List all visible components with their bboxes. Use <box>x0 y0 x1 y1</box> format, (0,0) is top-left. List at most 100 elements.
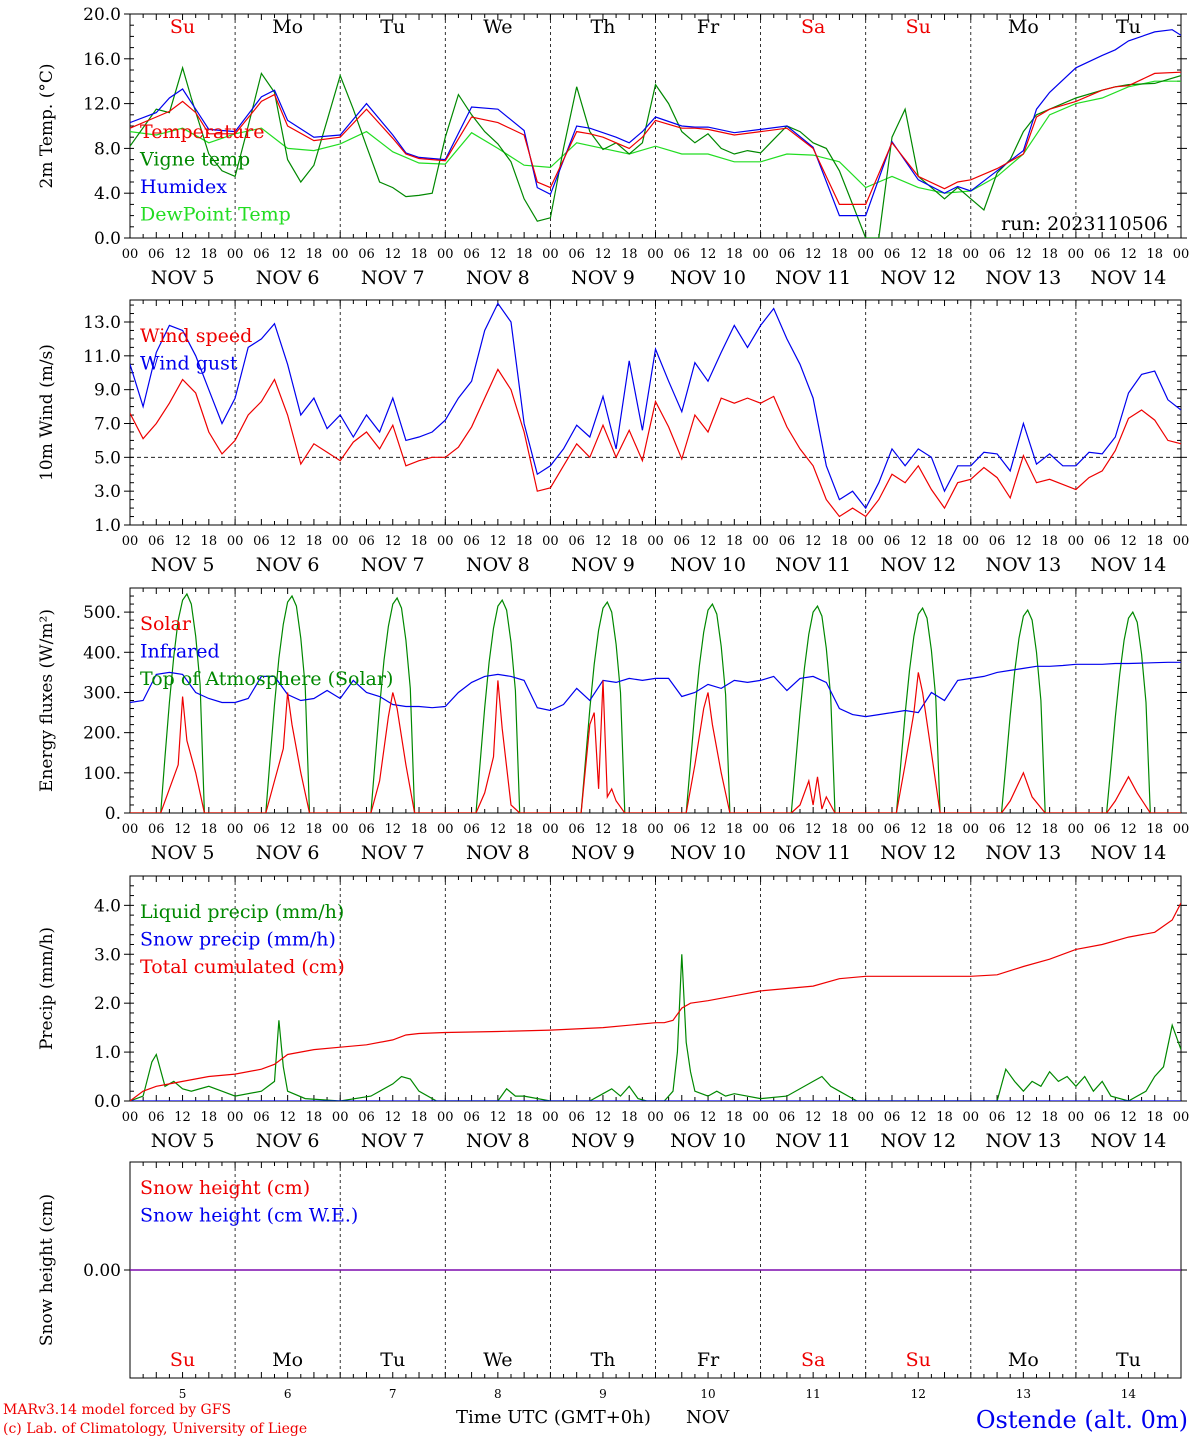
hour-label: 00 <box>752 534 769 549</box>
hour-label: 00 <box>963 1110 980 1125</box>
hour-label: 18 <box>726 822 743 837</box>
date-label: NOV 6 <box>256 267 320 289</box>
hour-label: 06 <box>148 1110 165 1125</box>
hour-label: 12 <box>805 822 822 837</box>
panel-temperature: 0.0 4.0 8.0 12.0 16.0 20.0 2m Temp. (°C) Temper… <box>37 5 1189 289</box>
y-tick-label: 13.0 <box>83 313 121 333</box>
hour-label: 00 <box>542 247 559 262</box>
hour-label: 12 <box>384 534 401 549</box>
weekday-label: We <box>483 1349 512 1371</box>
weekday-label: Mo <box>1008 1349 1039 1371</box>
hour-label: 18 <box>411 1110 428 1125</box>
y-tick-label: 4.0 <box>94 184 121 204</box>
legend-entry: Temperature <box>140 121 264 143</box>
y-tick-label: 0.0 <box>94 229 121 249</box>
hour-label: 00 <box>1173 822 1190 837</box>
hour-label: 18 <box>411 247 428 262</box>
date-label: NOV 6 <box>256 554 320 576</box>
date-label: NOV 10 <box>670 1130 746 1152</box>
hour-label: 06 <box>779 822 796 837</box>
hour-label: 06 <box>1094 534 1111 549</box>
hour-label: 00 <box>542 534 559 549</box>
hour-label: 18 <box>621 534 638 549</box>
hour-label: 00 <box>227 822 244 837</box>
day-number-label: 12 <box>911 1387 926 1401</box>
series-top-of-atmosphere-solar <box>130 592 1181 813</box>
weekday-label: Tu <box>1116 1349 1141 1371</box>
hour-label: 06 <box>1094 1110 1111 1125</box>
y-tick-label: 5.0 <box>94 448 121 468</box>
hour-label: 00 <box>437 1110 454 1125</box>
hour-label: 00 <box>122 534 139 549</box>
hour-label: 06 <box>568 247 585 262</box>
hour-label: 18 <box>411 534 428 549</box>
legend-entry: Total cumulated (cm) <box>140 956 345 978</box>
date-label: NOV 8 <box>466 267 530 289</box>
date-label: NOV 13 <box>985 267 1061 289</box>
legend-entry: DewPoint Temp <box>140 204 291 226</box>
y-tick-label: 400. <box>83 643 121 663</box>
y-axis-title: 2m Temp. (°C) <box>37 63 57 188</box>
date-label: NOV 10 <box>670 842 746 864</box>
hour-label: 18 <box>831 534 848 549</box>
hour-label: 06 <box>148 534 165 549</box>
y-tick-label: 3.0 <box>94 945 121 965</box>
hour-label: 12 <box>1015 534 1032 549</box>
series-temperature <box>130 71 1181 205</box>
series-infrared <box>130 661 1181 718</box>
hour-label: 00 <box>1173 534 1190 549</box>
date-label: NOV 12 <box>880 267 956 289</box>
hour-label: 06 <box>253 534 270 549</box>
hour-label: 00 <box>857 822 874 837</box>
run-label: run: 2023110506 <box>1001 213 1168 235</box>
date-label: NOV 12 <box>880 842 956 864</box>
legend-entry: Wind gust <box>140 353 238 375</box>
hour-label: 12 <box>174 247 191 262</box>
date-label: NOV 5 <box>151 554 215 576</box>
weekday-label: Tu <box>380 1349 405 1371</box>
y-tick-label: 0.00 <box>83 1261 121 1281</box>
weekday-label: Sa <box>801 1349 825 1371</box>
hour-label: 12 <box>805 534 822 549</box>
hour-label: 06 <box>463 1110 480 1125</box>
x-axis-title: Time UTC (GMT+0h) <box>456 1407 651 1428</box>
weekday-label: Fr <box>697 1349 720 1371</box>
hour-label: 00 <box>1068 534 1085 549</box>
hour-label: 00 <box>752 822 769 837</box>
hour-label: 06 <box>674 1110 691 1125</box>
weekday-label: Mo <box>272 1349 303 1371</box>
hour-label: 00 <box>752 247 769 262</box>
series-dewpoint-temp <box>130 80 1181 194</box>
hour-label: 06 <box>884 247 901 262</box>
hour-label: 18 <box>1146 247 1163 262</box>
hour-label: 18 <box>621 247 638 262</box>
y-tick-label: 300. <box>83 683 121 703</box>
y-tick-label: 9.0 <box>94 381 121 401</box>
hour-label: 18 <box>726 1110 743 1125</box>
legend-entry: Wind speed <box>140 325 252 347</box>
day-number-label: 10 <box>700 1387 715 1401</box>
hour-label: 00 <box>857 1110 874 1125</box>
date-label: NOV 12 <box>880 1130 956 1152</box>
hour-label: 12 <box>279 1110 296 1125</box>
weekday-label: Su <box>170 1349 195 1371</box>
hour-label: 12 <box>490 247 507 262</box>
hour-label: 12 <box>490 1110 507 1125</box>
date-label: NOV 9 <box>571 554 635 576</box>
hour-label: 12 <box>1120 822 1137 837</box>
hour-label: 18 <box>936 534 953 549</box>
hour-label: 00 <box>963 247 980 262</box>
hour-label: 12 <box>910 822 927 837</box>
hour-label: 18 <box>936 247 953 262</box>
hour-label: 12 <box>910 247 927 262</box>
hour-label: 12 <box>700 822 717 837</box>
weekday-label: Sa <box>801 16 825 38</box>
series-wind-speed <box>130 368 1181 518</box>
x-axis-month: NOV <box>686 1407 730 1428</box>
date-label: NOV 7 <box>361 554 425 576</box>
hour-label: 06 <box>674 247 691 262</box>
legend-entry: Humidex <box>140 176 227 198</box>
weekday-label: Tu <box>380 16 405 38</box>
hour-label: 12 <box>910 534 927 549</box>
